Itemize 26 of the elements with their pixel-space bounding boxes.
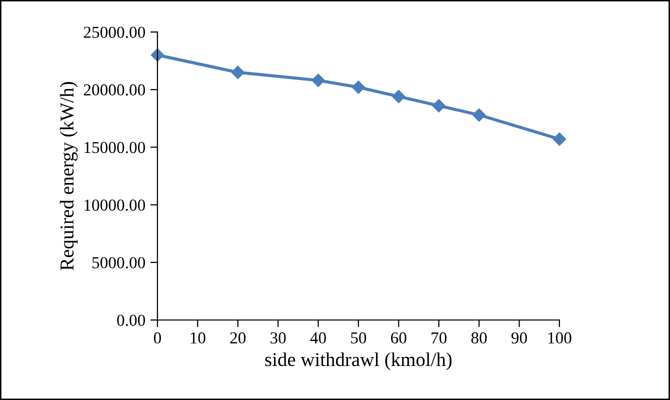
- point: [231, 66, 244, 79]
- point: [352, 80, 366, 94]
- x-tick-label: 40: [310, 332, 326, 344]
- y-tick-label: 5000.00: [92, 257, 146, 268]
- y-tick-label: 0.00: [117, 314, 146, 326]
- point: [432, 99, 446, 112]
- point: [552, 132, 566, 146]
- x-tick-label: 10: [190, 332, 206, 344]
- point: [312, 74, 325, 87]
- y-tick-label: 10000.00: [84, 200, 146, 211]
- y-axis-title: Required energy (kW/h): [60, 82, 78, 270]
- y-tick-label: 20000.00: [84, 84, 146, 96]
- y-tick-label: 15000.00: [84, 142, 146, 154]
- x-tick-label: 0: [154, 332, 161, 344]
- x-tick-label: 20: [230, 332, 246, 344]
- x-tick-label: 70: [432, 332, 447, 344]
- x-tick-label: 60: [391, 332, 406, 344]
- x-tick-label: 80: [471, 332, 487, 344]
- x-axis-title: side withdrawl (kmol/h): [265, 352, 452, 370]
- x-tick-label: 100: [548, 332, 572, 344]
- y-tick-label: 25000.00: [84, 26, 146, 38]
- x-tick-label: 50: [351, 332, 366, 344]
- x-tick-label: 90: [511, 332, 527, 344]
- x-tick-label: 30: [270, 332, 286, 344]
- point: [392, 90, 406, 104]
- point: [472, 108, 486, 122]
